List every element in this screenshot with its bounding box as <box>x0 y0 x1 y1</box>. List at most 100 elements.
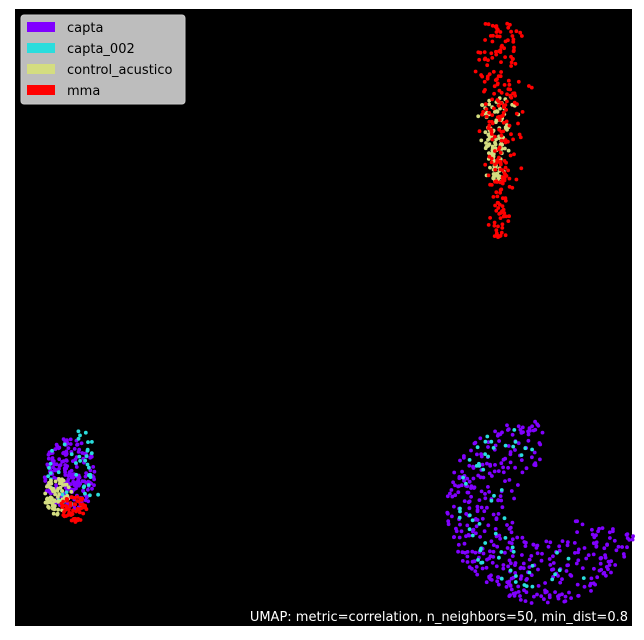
data-point <box>509 489 514 493</box>
data-point <box>76 429 81 434</box>
data-point <box>512 428 517 432</box>
data-point <box>76 436 81 441</box>
data-point <box>89 451 94 456</box>
data-point <box>510 545 515 550</box>
data-point <box>511 549 516 554</box>
data-point <box>476 558 480 562</box>
data-point <box>527 565 532 569</box>
data-point <box>43 479 48 483</box>
data-point <box>487 154 492 159</box>
data-point <box>78 433 82 438</box>
data-point <box>486 445 490 449</box>
data-point <box>496 575 501 580</box>
data-point <box>494 228 499 233</box>
data-point <box>544 539 549 544</box>
data-point <box>493 162 497 167</box>
data-point <box>509 530 514 535</box>
data-point <box>498 167 503 172</box>
data-point <box>56 499 61 504</box>
data-point <box>504 214 509 219</box>
data-point <box>513 561 518 565</box>
data-point <box>558 580 563 585</box>
data-point <box>529 573 534 577</box>
data-point <box>594 544 599 548</box>
data-point <box>53 447 58 452</box>
data-point <box>86 487 90 492</box>
data-point <box>50 456 55 460</box>
data-point <box>557 548 562 553</box>
data-point <box>530 455 534 460</box>
data-point <box>47 466 51 470</box>
data-point <box>61 478 66 483</box>
data-point <box>469 486 473 490</box>
data-point <box>458 458 462 463</box>
data-point <box>62 442 67 447</box>
data-point <box>589 576 594 581</box>
data-point <box>57 457 62 461</box>
data-point <box>456 549 460 554</box>
data-point <box>498 211 503 216</box>
data-point <box>49 478 53 483</box>
data-point <box>67 471 72 475</box>
data-point <box>547 593 552 598</box>
data-point <box>451 480 455 485</box>
data-point <box>490 113 495 117</box>
data-point <box>511 137 515 142</box>
data-point <box>488 165 492 170</box>
data-point <box>42 475 47 480</box>
data-point <box>465 476 470 481</box>
data-point <box>516 483 520 487</box>
data-point <box>56 470 61 475</box>
data-point <box>507 478 512 482</box>
data-point <box>475 572 480 577</box>
series-capta-002 <box>46 428 586 589</box>
data-point <box>476 114 481 119</box>
data-point <box>489 51 494 56</box>
data-point <box>491 176 496 181</box>
data-point <box>469 448 473 453</box>
data-point <box>506 148 511 153</box>
data-point <box>483 492 487 496</box>
data-point <box>506 465 510 470</box>
data-point <box>497 145 502 150</box>
data-point <box>491 69 496 74</box>
data-point <box>550 567 554 572</box>
data-point <box>481 110 485 114</box>
data-point <box>483 38 487 42</box>
data-point <box>505 423 509 428</box>
data-point <box>61 437 66 441</box>
data-point <box>84 471 88 475</box>
data-point <box>527 570 532 575</box>
data-point <box>518 598 523 602</box>
data-point <box>459 483 464 488</box>
data-point <box>78 459 82 463</box>
data-point <box>488 216 492 220</box>
data-point <box>509 576 514 581</box>
data-point <box>63 482 68 487</box>
data-point <box>538 457 542 462</box>
data-point <box>605 542 609 547</box>
series-mma <box>59 21 534 524</box>
data-point <box>511 37 516 42</box>
data-point <box>496 224 500 229</box>
data-point <box>488 182 492 187</box>
data-point <box>90 486 94 491</box>
data-point <box>547 557 552 561</box>
data-point <box>469 494 473 499</box>
data-point <box>66 446 71 450</box>
data-point <box>505 580 510 585</box>
data-point <box>486 223 491 227</box>
legend-swatch-control-acustico <box>27 64 55 74</box>
data-point <box>555 550 559 555</box>
data-point <box>57 478 62 483</box>
data-point <box>531 542 536 547</box>
data-point <box>501 129 506 134</box>
data-point <box>496 512 501 516</box>
data-point <box>488 34 493 38</box>
data-point <box>91 475 96 480</box>
data-point <box>499 550 504 554</box>
data-point <box>508 452 513 457</box>
data-point <box>483 439 488 444</box>
data-point <box>486 485 490 489</box>
data-point <box>460 469 464 474</box>
